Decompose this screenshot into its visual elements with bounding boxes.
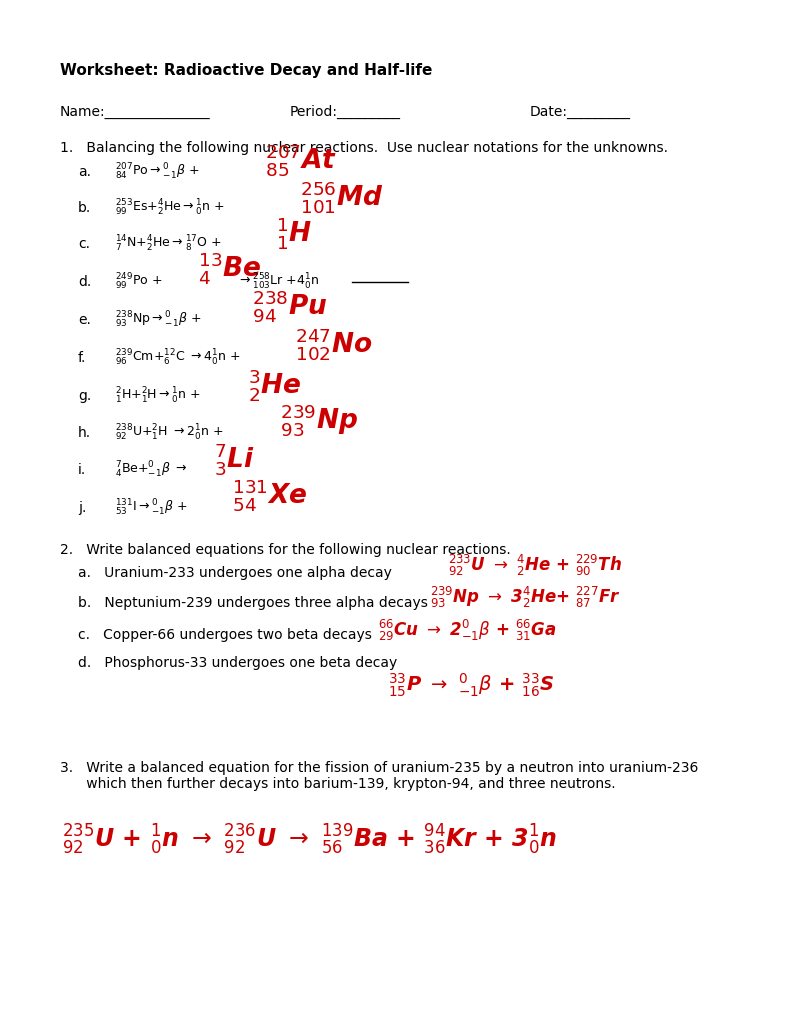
Text: j.: j. xyxy=(78,501,86,515)
Text: $^{66}_{29}$Cu $\rightarrow$ 2$^{0}_{-1}\beta$ + $^{66}_{31}$Ga: $^{66}_{29}$Cu $\rightarrow$ 2$^{0}_{-1}… xyxy=(378,617,556,642)
Text: c.   Copper-66 undergoes two beta decays: c. Copper-66 undergoes two beta decays xyxy=(78,628,372,642)
Text: 2.   Write balanced equations for the following nuclear reactions.: 2. Write balanced equations for the foll… xyxy=(60,543,511,557)
Text: 1.   Balancing the following nuclear reactions.  Use nuclear notations for the u: 1. Balancing the following nuclear react… xyxy=(60,141,668,155)
Text: $^{233}_{92}$U $\rightarrow$ $^{4}_{2}$He + $^{229}_{90}$Th: $^{233}_{92}$U $\rightarrow$ $^{4}_{2}$H… xyxy=(448,553,622,578)
Text: b.   Neptunium-239 undergoes three alpha decays: b. Neptunium-239 undergoes three alpha d… xyxy=(78,596,428,610)
Text: Date:_________: Date:_________ xyxy=(530,105,631,119)
Text: $^{239}_{93}$Np $\rightarrow$ 3$^{4}_{2}$He+ $^{227}_{87}$Fr: $^{239}_{93}$Np $\rightarrow$ 3$^{4}_{2}… xyxy=(430,585,621,609)
Text: $^{33}_{15}$P $\rightarrow$ $^{0}_{-1}\beta$ + $^{33}_{16}$S: $^{33}_{15}$P $\rightarrow$ $^{0}_{-1}\b… xyxy=(388,672,554,698)
Text: d.   Phosphorus-33 undergoes one beta decay: d. Phosphorus-33 undergoes one beta deca… xyxy=(78,656,397,670)
Text: a.: a. xyxy=(78,165,91,179)
Text: e.: e. xyxy=(78,313,91,327)
Text: $^{2}_{1}$H+$^{2}_{1}$H$\rightarrow$$^{1}_{0}$n +: $^{2}_{1}$H+$^{2}_{1}$H$\rightarrow$$^{1… xyxy=(115,386,201,407)
Text: $^{1}_{1}$H: $^{1}_{1}$H xyxy=(276,215,312,251)
Text: $^{256}_{101}$Md: $^{256}_{101}$Md xyxy=(300,179,384,215)
Text: $\rightarrow$$^{258}_{103}$Lr +4$^{1}_{0}$n: $\rightarrow$$^{258}_{103}$Lr +4$^{1}_{0… xyxy=(237,272,319,292)
Text: c.: c. xyxy=(78,237,90,251)
Text: $^{13}_{4}$Be: $^{13}_{4}$Be xyxy=(198,250,262,286)
Text: $^{238}_{92}$U+$^{2}_{1}$H $\rightarrow$2$^{1}_{0}$n +: $^{238}_{92}$U+$^{2}_{1}$H $\rightarrow$… xyxy=(115,423,224,443)
Text: i.: i. xyxy=(78,463,86,477)
Text: h.: h. xyxy=(78,426,91,440)
Text: $^{239}_{96}$Cm+$^{12}_{6}$C $\rightarrow$4$^{1}_{0}$n +: $^{239}_{96}$Cm+$^{12}_{6}$C $\rightarro… xyxy=(115,348,240,368)
Text: $^{238}_{93}$Np$\rightarrow$$^{0}_{-1}\beta$ +: $^{238}_{93}$Np$\rightarrow$$^{0}_{-1}\b… xyxy=(115,310,202,330)
Text: Period:_________: Period:_________ xyxy=(290,104,401,119)
Text: $^{207}_{85}$At: $^{207}_{85}$At xyxy=(265,142,337,178)
Text: 3.   Write a balanced equation for the fission of uranium-235 by a neutron into : 3. Write a balanced equation for the fis… xyxy=(60,761,698,775)
Text: $^{249}_{99}$Po +: $^{249}_{99}$Po + xyxy=(115,272,163,292)
Text: $^{253}_{99}$Es+$^{4}_{2}$He$\rightarrow$$^{1}_{0}$n +: $^{253}_{99}$Es+$^{4}_{2}$He$\rightarrow… xyxy=(115,198,225,218)
Text: which then further decays into barium-139, krypton-94, and three neutrons.: which then further decays into barium-13… xyxy=(60,777,615,791)
Text: $^{7}_{4}$Be+$^{0}_{-1}\beta$ $\rightarrow$: $^{7}_{4}$Be+$^{0}_{-1}\beta$ $\rightarr… xyxy=(115,460,187,480)
Text: $^{131}_{54}$Xe: $^{131}_{54}$Xe xyxy=(232,477,308,513)
Text: $^{235}_{92}$U + $^{1}_{0}$n $\rightarrow$ $^{236}_{92}$U $\rightarrow$ $^{139}_: $^{235}_{92}$U + $^{1}_{0}$n $\rightarro… xyxy=(62,823,557,857)
Text: $^{14}_{7}$N+$^{4}_{2}$He$\rightarrow$$^{17}_{8}$O +: $^{14}_{7}$N+$^{4}_{2}$He$\rightarrow$$^… xyxy=(115,233,221,254)
Text: g.: g. xyxy=(78,389,91,403)
Text: d.: d. xyxy=(78,275,91,289)
Text: $^{7}_{3}$Li: $^{7}_{3}$Li xyxy=(214,441,255,477)
Text: Worksheet: Radioactive Decay and Half-life: Worksheet: Radioactive Decay and Half-li… xyxy=(60,62,433,78)
Text: b.: b. xyxy=(78,201,91,215)
Text: a.   Uranium-233 undergoes one alpha decay: a. Uranium-233 undergoes one alpha decay xyxy=(78,566,392,580)
Text: $^{3}_{2}$He: $^{3}_{2}$He xyxy=(248,367,301,403)
Text: $^{238}_{94}$Pu: $^{238}_{94}$Pu xyxy=(252,288,327,324)
Text: Name:_______________: Name:_______________ xyxy=(60,105,210,119)
Text: $^{247}_{102}$No: $^{247}_{102}$No xyxy=(295,326,373,362)
Text: f.: f. xyxy=(78,351,86,365)
Text: $^{239}_{93}$Np: $^{239}_{93}$Np xyxy=(280,402,358,438)
Text: $^{131}_{53}$I$\rightarrow$$^{0}_{-1}\beta$ +: $^{131}_{53}$I$\rightarrow$$^{0}_{-1}\be… xyxy=(115,498,187,518)
Text: $^{207}_{84}$Po$\rightarrow$$^{0}_{-1}\beta$ +: $^{207}_{84}$Po$\rightarrow$$^{0}_{-1}\b… xyxy=(115,162,199,182)
